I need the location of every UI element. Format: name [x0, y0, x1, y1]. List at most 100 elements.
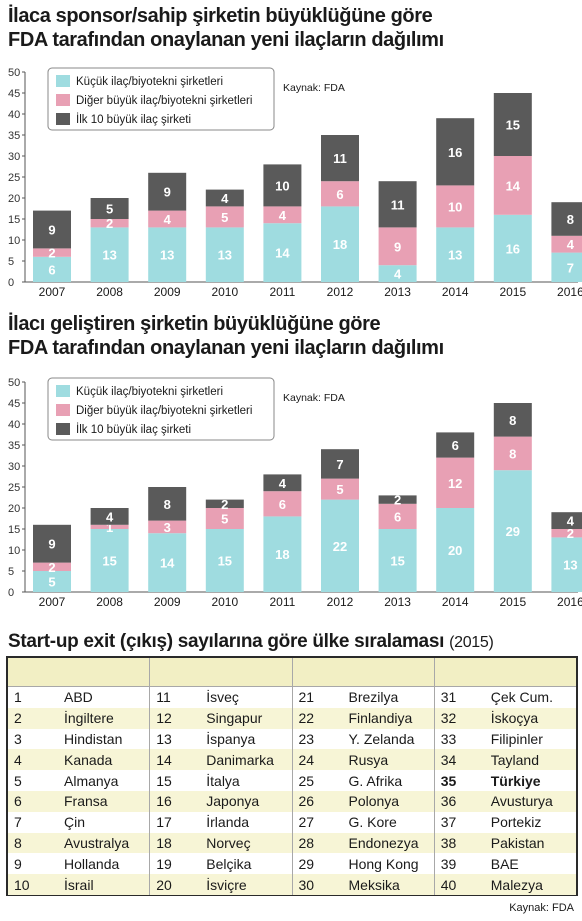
rank-number: 33	[440, 730, 457, 747]
table-row: 21 Brezilya	[293, 687, 434, 708]
country-name: Danimarka	[206, 751, 274, 768]
data-label: 10	[275, 178, 289, 193]
bar-segment	[33, 562, 71, 571]
rank-number: 3	[14, 730, 22, 747]
ranking-column: 11 İsveç 12 Singapur 13 İspanya 14 Danimarka 15 İ…	[150, 687, 293, 895]
country-name: Kanada	[64, 751, 113, 768]
rank-number: 29	[298, 855, 315, 872]
x-tick-label: 2011	[269, 285, 295, 296]
bar-segment	[148, 172, 187, 211]
country-name: BAE	[490, 855, 519, 872]
y-tick-label: 25	[8, 482, 20, 494]
bar-segment	[436, 185, 475, 228]
table-row: 22 Finlandiya	[292, 707, 434, 729]
table-row: 35 Türkiye	[435, 770, 576, 791]
bar-segment	[263, 164, 302, 207]
bar-segment	[493, 436, 532, 471]
table-row: 18 Norveç	[150, 832, 292, 854]
bar-segment	[205, 189, 244, 207]
bar-segment	[90, 227, 129, 282]
country-name: İngiltere	[64, 710, 114, 727]
rank-number: 16	[156, 793, 172, 810]
bar-segment	[378, 503, 417, 529]
country-name: G. Afrika	[348, 772, 403, 789]
bar-segment	[321, 449, 359, 479]
table-row: 36 Avusturya	[434, 790, 576, 812]
table-row: 30 Meksika	[292, 874, 434, 895]
table-row: 15 İtalya	[150, 770, 291, 791]
legend: Küçük ilaç/biyotekni şirketleri Diğer büy…	[47, 377, 275, 441]
data-label: 14	[160, 556, 175, 571]
country-name: Hong Kong	[348, 855, 419, 872]
table-row: 17 İrlanda	[150, 812, 291, 833]
rank-number: 19	[156, 855, 172, 872]
rank-number: 9	[14, 855, 22, 872]
legend-swatch	[56, 94, 70, 106]
bar-segment	[551, 537, 582, 592]
data-label: 7	[567, 260, 574, 275]
bar-segment	[90, 198, 129, 219]
legend-box	[47, 67, 275, 131]
bar-segment	[551, 252, 582, 282]
data-label: 4	[567, 237, 575, 252]
table-row: 34 Tayland	[434, 749, 576, 771]
rank-number: 20	[156, 876, 172, 893]
data-label: 9	[48, 223, 55, 238]
country-name: Pakistan	[490, 834, 545, 851]
country-name: Türkiye	[490, 772, 541, 789]
ranking-column: 21 Brezilya 22 Finlandiya 23 Y. Zelanda 24 Rusy…	[292, 687, 435, 895]
data-label: 1	[106, 520, 113, 535]
country-name: Japonya	[206, 793, 260, 810]
data-label: 2	[567, 526, 574, 541]
y-tick-label: 0	[8, 587, 14, 599]
data-label: 16	[448, 145, 462, 160]
x-tick-label: 2010	[211, 285, 238, 296]
bar-segment	[148, 533, 187, 592]
ranking-table-header	[8, 658, 576, 687]
data-label: 9	[164, 185, 171, 200]
y-tick-label: 50	[8, 67, 20, 79]
table-row: 33 Filipinler	[435, 729, 576, 750]
rank-number: 4	[14, 751, 22, 768]
y-tick-label: 50	[8, 377, 20, 389]
country-name: Brezilya	[348, 689, 399, 706]
rank-number: 5	[14, 772, 22, 789]
data-label: 15	[390, 554, 404, 569]
rank-number: 22	[298, 710, 315, 727]
y-tick-label: 10	[8, 545, 20, 557]
bar-segment	[551, 529, 582, 538]
data-label: 22	[333, 539, 347, 554]
country-name: Hollanda	[64, 855, 120, 872]
y-tick-label: 20	[8, 503, 20, 515]
table-row: 40 Malezya	[434, 874, 576, 895]
legend-label: Diğer büyük ilaç/biyotekni şirketleri	[76, 405, 252, 417]
rank-number: 25	[298, 772, 315, 789]
country-name: Avustralya	[64, 834, 130, 851]
x-tick-label: 2014	[442, 285, 469, 296]
country-name: Malezya	[490, 876, 543, 893]
data-label: 13	[563, 558, 577, 573]
bar-segment	[378, 265, 417, 282]
y-tick-label: 25	[8, 172, 20, 184]
rank-number: 26	[298, 793, 315, 810]
bar-segment	[551, 512, 582, 529]
rank-number: 12	[156, 710, 172, 727]
bar-segment	[436, 118, 475, 186]
bar-segment	[263, 516, 302, 592]
bar-segment	[33, 210, 71, 249]
bar-segment	[263, 474, 302, 492]
bar-segment	[321, 206, 359, 282]
country-name: Singapur	[206, 710, 263, 727]
bar-segment	[148, 520, 187, 534]
x-tick-label: 2008	[96, 595, 123, 606]
header-cell	[293, 658, 435, 686]
bar-segment	[436, 227, 475, 282]
legend-swatch	[56, 75, 70, 87]
data-label: 18	[333, 237, 347, 252]
table-row: 5 Almanya	[8, 770, 149, 791]
data-label: 15	[506, 118, 520, 133]
country-name: Almanya	[64, 772, 119, 789]
rank-number: 10	[14, 876, 30, 893]
country-name: Çek Cum.	[490, 689, 553, 706]
bar-segment	[263, 223, 302, 282]
